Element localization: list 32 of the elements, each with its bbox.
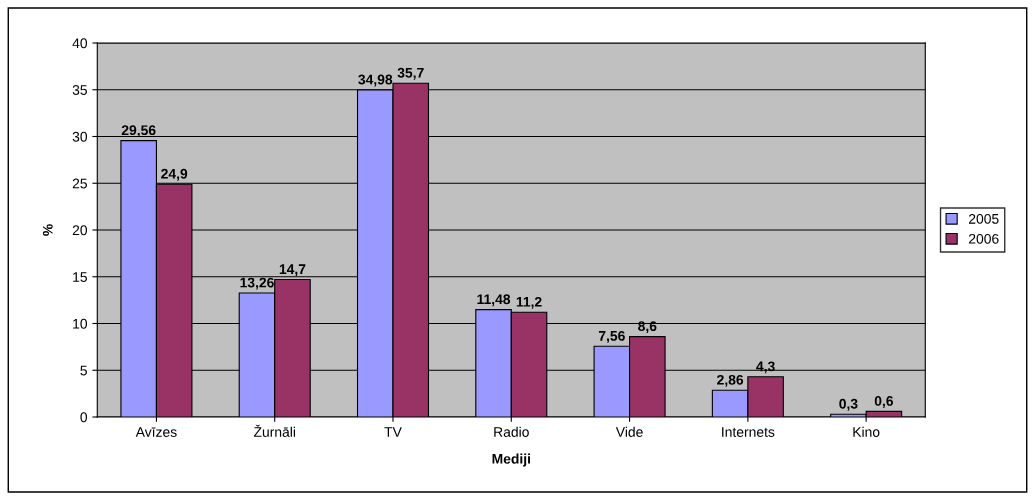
data-label: 7,56 [598,330,625,343]
y-tick-label: 15 [73,272,87,282]
data-label: 0,3 [839,398,858,411]
data-label: 35,7 [397,67,424,80]
x-tick-label: Žurnāli [253,424,296,437]
legend-label: 2006 [968,233,999,244]
y-tick-label: 40 [72,38,88,49]
data-label: 11,48 [477,294,511,307]
legend-label: 2005 [968,213,999,224]
data-label: 29,56 [121,125,156,138]
y-tick-label: 20 [72,225,88,236]
x-tick-label: Kino [853,426,880,437]
data-label: 24,9 [161,168,188,181]
y-tick-label: 25 [72,178,87,189]
x-tick-label: TV [384,427,402,437]
y-tick-label: 35 [72,85,87,95]
x-tick-label: Radio [494,426,529,437]
x-tick-label: Internets [722,427,775,437]
y-tick-label: 10 [73,318,88,329]
y-tick-label: 30 [72,131,88,142]
y-tick-label: 0 [80,412,88,423]
data-label: 0,6 [874,396,894,408]
x-axis-title: Mediji [492,453,530,467]
data-label: 14,7 [279,264,306,277]
x-tick-label: Avīzes [135,427,177,437]
x-tick-label: Vide [615,426,643,437]
data-label: 13,26 [240,277,274,290]
y-axis-title: % [42,224,53,236]
data-label: 2,86 [717,374,744,387]
y-tick-label: 5 [80,365,87,376]
data-label: 11,2 [516,296,542,309]
data-label: 34,98 [358,74,393,87]
